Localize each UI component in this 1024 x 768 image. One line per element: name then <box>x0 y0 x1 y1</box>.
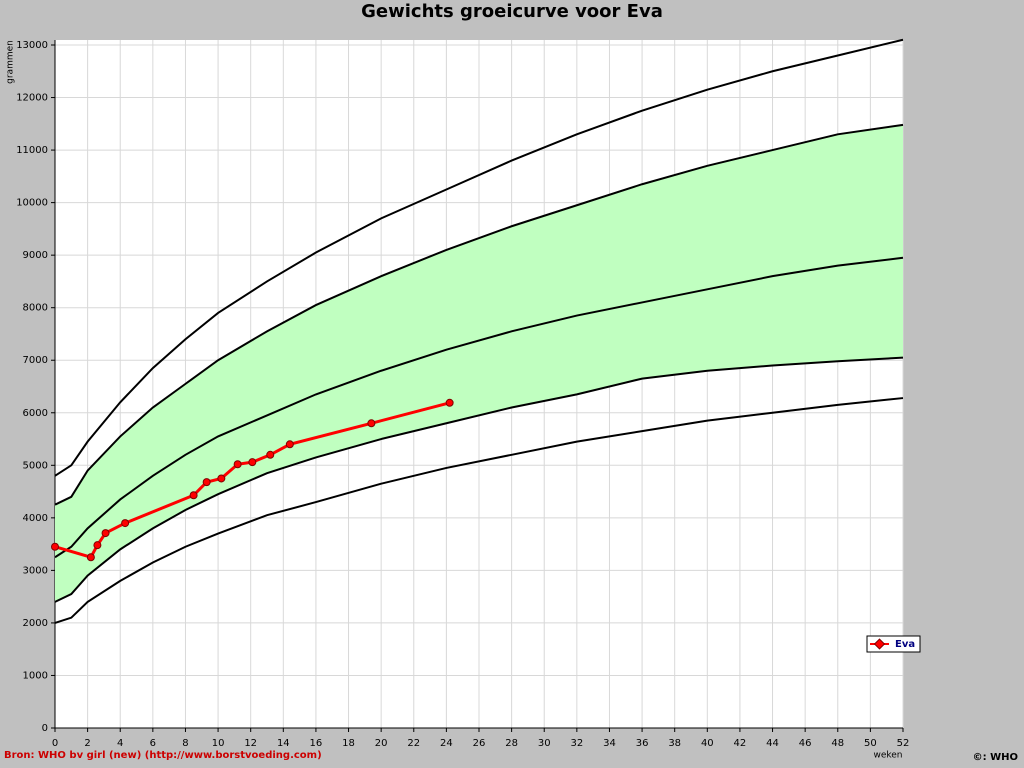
x-tick-label: 22 <box>407 738 420 749</box>
y-axis-label: grammen <box>6 40 16 84</box>
y-tick-label: 6000 <box>23 408 48 419</box>
plot-layer <box>51 38 904 624</box>
x-tick-label: 14 <box>277 738 290 749</box>
x-tick-label: 16 <box>310 738 323 749</box>
band <box>55 124 903 602</box>
y-tick-label: 10000 <box>16 198 48 209</box>
y-tick-label: 9000 <box>23 250 48 261</box>
x-tick-label: 24 <box>440 738 453 749</box>
y-tick-label: 1000 <box>23 670 48 681</box>
data-point <box>101 529 110 538</box>
x-tick-label: 30 <box>538 738 551 749</box>
reference-curve <box>54 38 904 477</box>
x-tick-label: 50 <box>864 738 877 749</box>
y-tick-label: 13000 <box>16 40 48 51</box>
data-point <box>445 398 454 407</box>
x-tick-label: 28 <box>505 738 518 749</box>
y-tick-label: 0 <box>42 723 48 734</box>
data-point <box>367 419 376 428</box>
x-tick-label: 10 <box>212 738 225 749</box>
data-point <box>86 553 95 562</box>
y-tick-label: 11000 <box>16 145 48 156</box>
y-tick-label: 2000 <box>23 618 48 629</box>
y-tick-label: 3000 <box>23 565 48 576</box>
reference-curve <box>54 397 904 624</box>
data-point <box>285 440 294 449</box>
data-point <box>248 458 257 467</box>
data-point <box>93 541 102 550</box>
data-point <box>121 519 130 528</box>
x-tick-label: 52 <box>897 738 910 749</box>
legend: Eva <box>866 635 921 653</box>
y-tick-label: 8000 <box>23 303 48 314</box>
x-tick-label: 8 <box>182 738 188 749</box>
reference-curve <box>54 123 904 506</box>
data-point <box>266 450 275 459</box>
x-tick-label: 6 <box>150 738 156 749</box>
data-point <box>233 460 242 469</box>
x-tick-label: 44 <box>766 738 779 749</box>
legend-marker <box>873 638 886 650</box>
x-tick-label: 42 <box>734 738 747 749</box>
data-point <box>217 474 226 483</box>
y-tick-label: 5000 <box>23 460 48 471</box>
reference-curve <box>54 356 904 603</box>
data-point <box>202 478 211 487</box>
chart-title: Gewichts groeicurve voor Eva <box>361 1 663 22</box>
y-tick-label: 7000 <box>23 355 48 366</box>
x-tick-label: 36 <box>636 738 649 749</box>
x-tick-label: 32 <box>570 738 583 749</box>
x-tick-label: 18 <box>342 738 355 749</box>
legend-label: Eva <box>895 639 915 650</box>
data-point <box>189 491 198 500</box>
x-tick-label: 4 <box>117 738 123 749</box>
x-tick-label: 38 <box>668 738 681 749</box>
reference-curve <box>54 256 904 559</box>
y-tick-label: 4000 <box>23 513 48 524</box>
x-tick-label: 12 <box>244 738 257 749</box>
x-tick-label: 34 <box>603 738 616 749</box>
y-tick-label: 12000 <box>16 93 48 104</box>
x-tick-label: 20 <box>375 738 388 749</box>
x-tick-label: 26 <box>473 738 486 749</box>
x-tick-label: 2 <box>84 738 90 749</box>
x-axis-label: weken <box>873 751 902 761</box>
x-tick-label: 40 <box>701 738 714 749</box>
x-tick-label: 46 <box>799 738 812 749</box>
x-tick-label: 0 <box>52 738 58 749</box>
x-tick-label: 48 <box>831 738 844 749</box>
copyright: ©: WHO <box>973 752 1018 763</box>
data-point <box>51 542 59 551</box>
source-note: Bron: WHO bv girl (new) (http://www.bors… <box>4 750 322 761</box>
